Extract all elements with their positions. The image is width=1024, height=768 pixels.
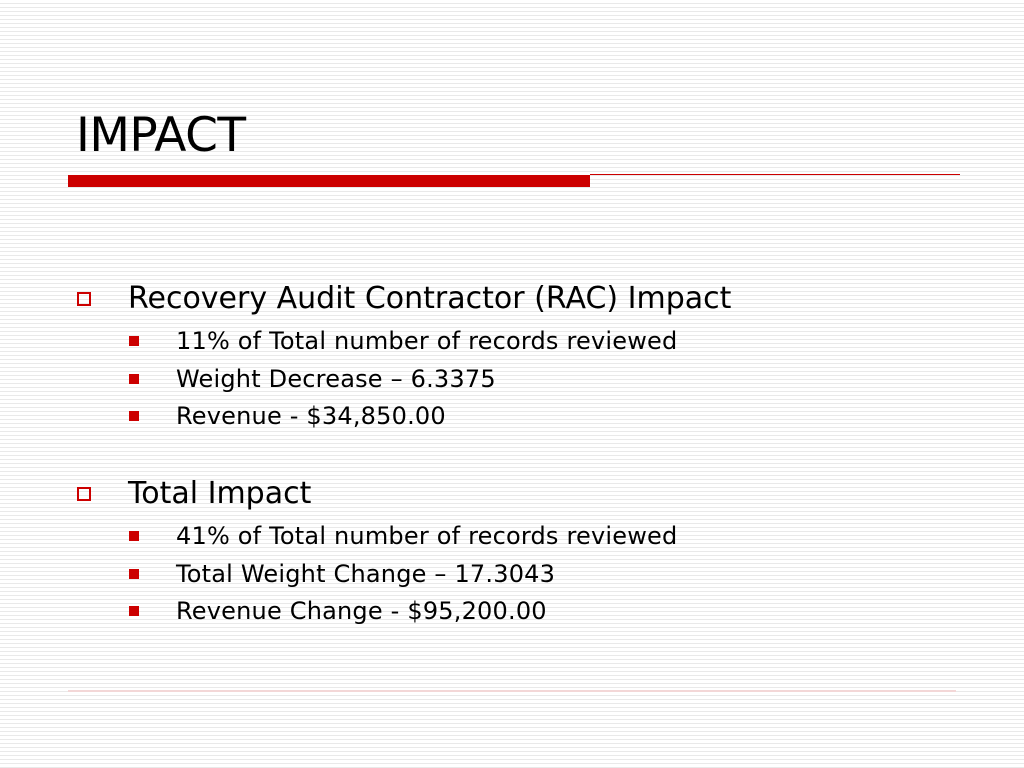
filled-square-icon bbox=[129, 569, 139, 579]
slide-title: IMPACT bbox=[76, 108, 246, 163]
list-item: 11% of Total number of records reviewed bbox=[176, 327, 678, 355]
section-heading: Recovery Audit Contractor (RAC) Impact bbox=[128, 281, 732, 316]
list-item: Revenue Change - $95,200.00 bbox=[176, 597, 547, 625]
hollow-square-icon bbox=[77, 292, 91, 306]
filled-square-icon bbox=[129, 606, 139, 616]
title-underline-thick bbox=[68, 175, 590, 187]
filled-square-icon bbox=[129, 411, 139, 421]
filled-square-icon bbox=[129, 336, 139, 346]
list-item: 41% of Total number of records reviewed bbox=[176, 522, 678, 550]
hollow-square-icon bbox=[77, 487, 91, 501]
filled-square-icon bbox=[129, 374, 139, 384]
list-item: Total Weight Change – 17.3043 bbox=[176, 560, 556, 588]
filled-square-icon bbox=[129, 531, 139, 541]
list-item: Weight Decrease – 6.3375 bbox=[176, 365, 496, 393]
section-heading: Total Impact bbox=[128, 476, 312, 511]
list-item: Revenue - $34,850.00 bbox=[176, 402, 446, 430]
footer-divider bbox=[68, 690, 956, 692]
title-underline-thin bbox=[590, 174, 960, 175]
